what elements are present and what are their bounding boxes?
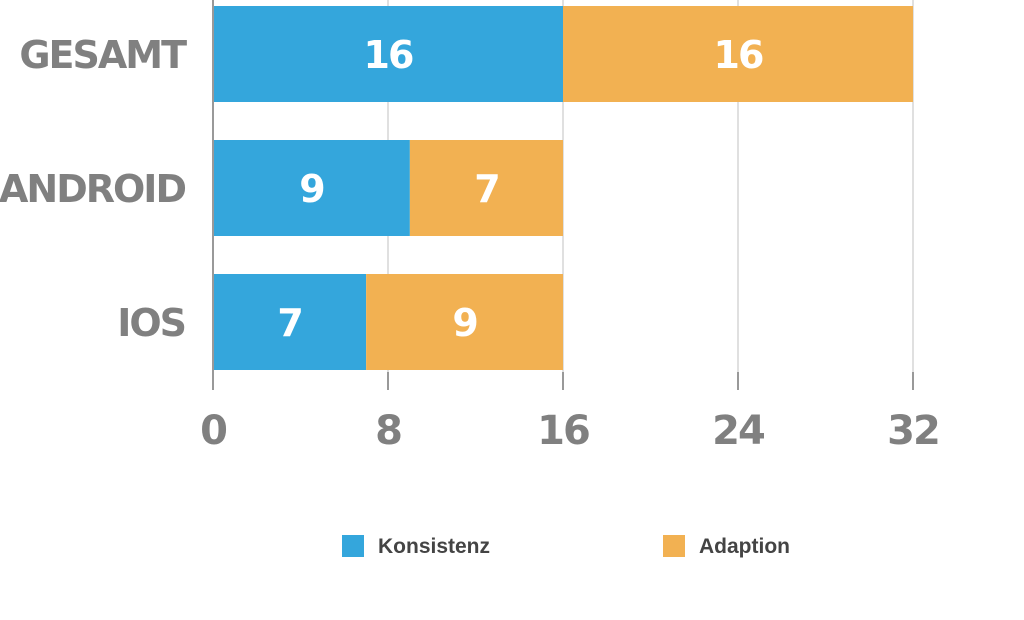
category-label-gesamt: GESAMT: [19, 33, 187, 77]
category-label-android: ANDROID: [0, 167, 185, 211]
data-label-ios-adaption: 9: [452, 301, 477, 345]
x-tick-label-8: 8: [375, 408, 401, 454]
data-label-android-konsistenz: 9: [299, 167, 324, 211]
category-labels: GESAMT ANDROID IOS: [0, 33, 189, 345]
bar-ios-adaption: [366, 274, 563, 370]
x-tick-label-32: 32: [887, 408, 939, 454]
bars: 16 16 9 7 7 9: [213, 6, 913, 370]
bar-android-konsistenz: [213, 140, 410, 236]
legend-label-konsistenz: Konsistenz: [378, 535, 490, 558]
data-label-android-adaption: 7: [474, 167, 498, 211]
bar-android-adaption: [409, 140, 563, 236]
category-label-ios: IOS: [117, 301, 185, 345]
legend-swatch-adaption: [663, 535, 685, 557]
legend-swatch-konsistenz: [342, 535, 364, 557]
data-label-gesamt-konsistenz: 16: [364, 33, 413, 77]
x-tick-label-0: 0: [200, 408, 226, 454]
x-axis: 0 8 16 24 32: [200, 0, 941, 454]
legend: Konsistenz Adaption: [342, 535, 790, 558]
bar-gesamt-adaption: [563, 6, 913, 102]
data-label-gesamt-adaption: 16: [714, 33, 763, 77]
legend-label-adaption: Adaption: [699, 535, 790, 558]
data-label-ios-konsistenz: 7: [277, 301, 301, 345]
x-tick-label-16: 16: [537, 408, 589, 454]
x-tick-label-24: 24: [712, 408, 764, 454]
bar-ios-konsistenz: [213, 274, 367, 370]
bar-gesamt-konsistenz: [213, 6, 563, 102]
